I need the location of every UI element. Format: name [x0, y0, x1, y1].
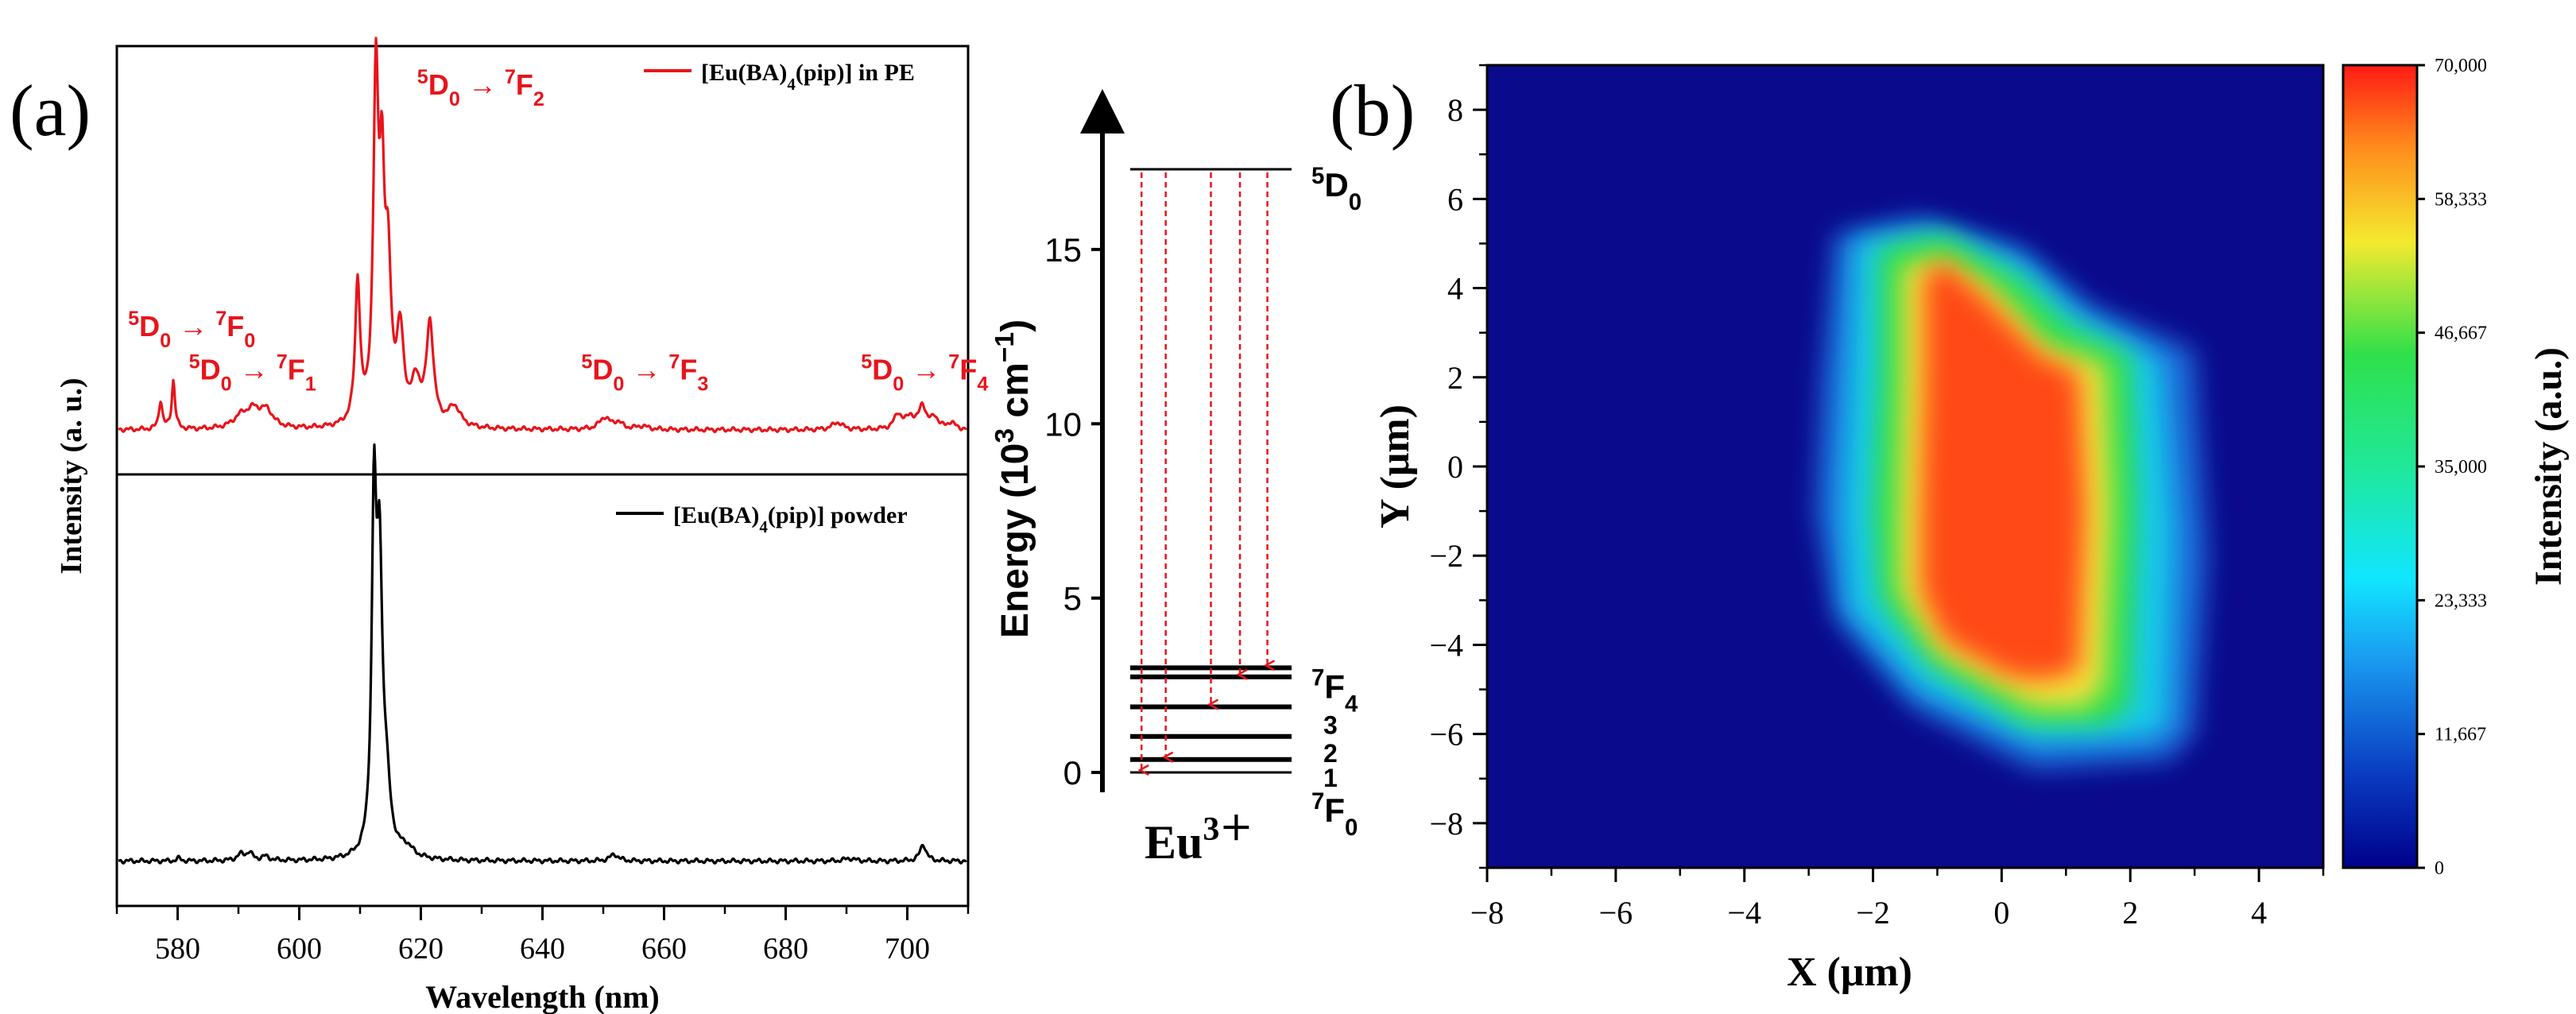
colorbar-tick-label: 46,667: [2435, 323, 2487, 344]
transition-annotation: 5D0 → 7F1: [189, 351, 316, 396]
level-5d0-label: 5D0: [1311, 163, 1362, 215]
energy-tick-label: 10: [1044, 405, 1082, 443]
transition-annotation: 5D0 → 7F2: [417, 66, 544, 110]
hm-y-tick-label: 2: [1447, 360, 1463, 396]
energy-tick-label: 0: [1063, 754, 1082, 791]
energy-tick-label: 5: [1063, 580, 1082, 617]
spectra-frame: [115, 45, 970, 908]
y-axis-label: Intensity (a. u.): [55, 377, 88, 574]
hm-x-axis-label: X (μm): [1787, 950, 1912, 995]
colorbar-tick-label: 35,000: [2435, 457, 2487, 478]
hm-y-tick-label: 6: [1447, 181, 1463, 217]
colorbar-tick-label: 23,333: [2435, 590, 2487, 611]
hm-y-tick-label: −6: [1429, 717, 1463, 753]
intensity-map: −8 −6 −4 −2 0 2 4 8 6 4 2 0 −2 −4 −6 −8 X (μm) Y (μm) 70,0…: [1373, 56, 2570, 995]
colorbar-tick-label: 70,000: [2435, 56, 2487, 76]
x-axis-label: Wavelength (nm): [425, 979, 659, 1014]
transition-annotation: 5D0 → 7F3: [581, 351, 708, 396]
energy-axis-label: Energy (103 cm−1): [990, 319, 1037, 638]
colorbar-tick-label: 58,333: [2435, 189, 2487, 210]
hm-y-tick-label: −4: [1429, 627, 1463, 663]
panel-b-label: (b): [1330, 70, 1415, 151]
level-7fj-label: 3: [1323, 711, 1338, 740]
x-tick-label: 620: [398, 932, 444, 966]
hm-x-tick-label: −6: [1599, 895, 1633, 931]
x-tick-label: 640: [520, 932, 565, 966]
level-7fj-label: 2: [1323, 739, 1338, 768]
level-7f4-label: 7F4: [1311, 664, 1358, 717]
spectra-plot: 580 600 620 640 660 680 700 Wavelength (nm) Inte…: [55, 37, 988, 1014]
hm-y-tick-label: 0: [1447, 449, 1463, 485]
energy-tick-label: 15: [1044, 231, 1082, 269]
hm-y-tick-label: −2: [1429, 538, 1463, 574]
transition-annotation: 5D0 → 7F4: [861, 351, 988, 396]
heatmap-contours: [1815, 216, 2208, 770]
x-tick-label: 600: [277, 932, 322, 966]
transition-annotation: 5D0 → 7F0: [128, 308, 255, 352]
colorbar-tick-label: 11,667: [2435, 725, 2486, 745]
hm-x-tick-label: −8: [1470, 895, 1505, 931]
hm-y-tick-label: −8: [1429, 806, 1463, 842]
powder-spectrum-line: [118, 443, 967, 865]
colorbar: [2343, 65, 2417, 868]
legend-powder-label: [Eu(BA)4(pip)] powder: [673, 502, 908, 536]
hm-y-tick-label: 4: [1447, 271, 1463, 307]
level-7fj-label: 1: [1323, 764, 1338, 792]
colorbar-label: Intensity (a.u.): [2528, 347, 2570, 586]
hm-y-axis-label: Y (μm): [1373, 404, 1418, 528]
hm-x-tick-label: 4: [2251, 895, 2267, 931]
panel-a-label: (a): [10, 70, 91, 151]
hm-x-tick-label: 2: [2122, 895, 2138, 931]
hm-x-tick-label: 0: [1993, 895, 2009, 931]
energy-axis-arrowhead: [1080, 89, 1125, 134]
pe-spectrum-line: [118, 37, 967, 434]
hm-x-tick-label: −4: [1727, 895, 1761, 931]
legend-pe-label: [Eu(BA)4(pip)] in PE: [701, 60, 915, 94]
colorbar-tick-label: 0: [2435, 858, 2444, 879]
ion-label: Eu3＋: [1145, 811, 1253, 869]
x-tick-label: 580: [155, 932, 200, 966]
hm-x-tick-label: −2: [1856, 895, 1890, 931]
x-tick-label: 680: [763, 932, 808, 966]
hm-y-tick-label: 8: [1447, 92, 1463, 128]
level-7f0-label: 7F0: [1311, 788, 1358, 841]
x-tick-label: 700: [885, 932, 930, 966]
x-tick-label: 660: [641, 932, 687, 966]
contour-level-4: [1921, 261, 2086, 681]
